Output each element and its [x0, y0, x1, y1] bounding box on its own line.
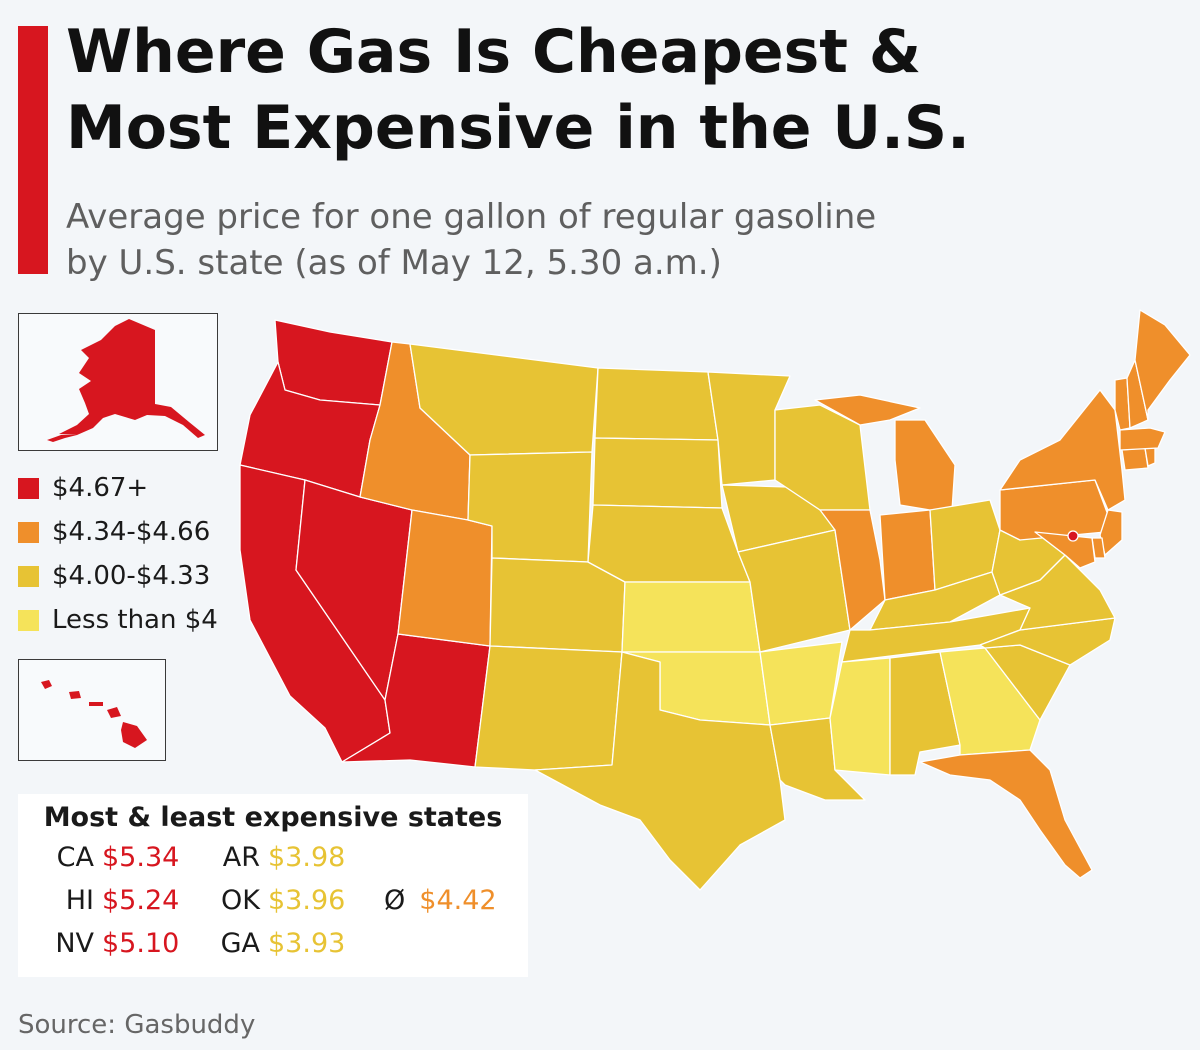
state-MI — [894, 419, 956, 511]
state-IN — [879, 509, 936, 601]
rank-most-2: HI $5.24 — [44, 885, 180, 916]
legend-item-mustard: $4.00-$4.33 — [18, 554, 218, 598]
rank-least-2: OK $3.96 — [212, 885, 345, 916]
rank-average: Ø $4.42 — [384, 885, 497, 916]
hawaii-inset-map — [41, 680, 147, 748]
state-SD — [592, 437, 723, 509]
state-HI-maui — [107, 707, 121, 718]
state-VT — [1114, 377, 1131, 431]
alaska-inset-map — [47, 319, 205, 442]
state-MD — [1034, 531, 1096, 569]
price-legend: $4.67+ $4.34-$4.66 $4.00-$4.33 Less than… — [18, 466, 218, 642]
state-NY — [999, 389, 1126, 511]
state-ND — [594, 367, 719, 441]
state-UT — [397, 509, 493, 647]
title-accent-bar — [18, 26, 48, 274]
state-HI — [41, 680, 52, 689]
state-MA — [1119, 427, 1166, 451]
rank-most-3: NV $5.10 — [44, 928, 179, 959]
legend-label: $4.67+ — [52, 473, 149, 503]
state-NJ — [1099, 509, 1123, 556]
state-KS — [621, 581, 761, 653]
state-CO — [489, 557, 626, 653]
state-MO — [737, 529, 851, 653]
rankings-title: Most & least expensive states — [43, 802, 503, 833]
state-NE — [587, 504, 751, 583]
state-price: $5.24 — [102, 885, 180, 916]
average-symbol: Ø — [384, 885, 406, 916]
state-ME — [1134, 309, 1191, 421]
state-HI-big-island — [121, 722, 147, 748]
us-choropleth-map — [230, 300, 1200, 900]
legend-swatch-mustard — [18, 565, 39, 587]
subtitle-line-2: by U.S. state (as of May 12, 5.30 a.m.) — [66, 243, 722, 283]
subtitle-line-1: Average price for one gallon of regular … — [66, 197, 877, 237]
state-CT — [1121, 447, 1149, 471]
state-code: GA — [220, 928, 260, 959]
chart-subtitle: Average price for one gallon of regular … — [66, 194, 1166, 286]
state-price: $5.34 — [102, 842, 180, 873]
state-price: $3.93 — [268, 928, 346, 959]
rankings-box: Most & least expensive states CA $5.34 HI… — [18, 794, 528, 977]
state-price: $3.96 — [268, 885, 346, 916]
state-AK — [59, 319, 205, 438]
state-MS — [829, 657, 891, 776]
state-code: CA — [56, 842, 94, 873]
state-PA — [999, 479, 1109, 541]
title-line-2: Most Expensive in the U.S. — [66, 93, 970, 163]
state-code: NV — [55, 928, 94, 959]
legend-label: $4.00-$4.33 — [52, 561, 211, 591]
legend-item-red: $4.67+ — [18, 466, 218, 510]
legend-item-yellow: Less than $4 — [18, 598, 218, 642]
legend-label: $4.34-$4.66 — [52, 517, 211, 547]
state-code: HI — [65, 885, 94, 916]
state-code: AR — [222, 842, 260, 873]
legend-item-orange: $4.34-$4.66 — [18, 510, 218, 554]
rank-most-1: CA $5.34 — [44, 842, 180, 873]
source-note: Source: Gasbuddy — [18, 1010, 256, 1040]
legend-swatch-orange — [18, 521, 39, 543]
state-price: $5.10 — [102, 928, 180, 959]
state-HI-molokai — [89, 702, 103, 706]
chart-title: Where Gas Is Cheapest & Most Expensive in… — [66, 14, 1186, 166]
rank-least-1: AR $3.98 — [212, 842, 346, 873]
title-line-1: Where Gas Is Cheapest & — [66, 17, 922, 87]
legend-label: Less than $4 — [52, 605, 218, 635]
state-MI-upper — [814, 394, 921, 426]
state-NM — [474, 645, 623, 771]
state-DC — [1067, 530, 1079, 542]
state-FL — [919, 749, 1093, 879]
state-price: $3.98 — [268, 842, 346, 873]
average-price: $4.42 — [419, 885, 497, 916]
us-states-map — [239, 309, 1191, 891]
state-AR — [759, 641, 843, 726]
state-code: OK — [221, 885, 260, 916]
legend-swatch-yellow — [18, 609, 39, 631]
hawaii-inset — [18, 659, 166, 761]
alaska-inset — [18, 313, 218, 451]
state-AK-peninsula — [47, 435, 77, 442]
state-HI-oahu — [69, 691, 81, 699]
rank-least-3: GA $3.93 — [212, 928, 346, 959]
legend-swatch-red — [18, 477, 39, 499]
